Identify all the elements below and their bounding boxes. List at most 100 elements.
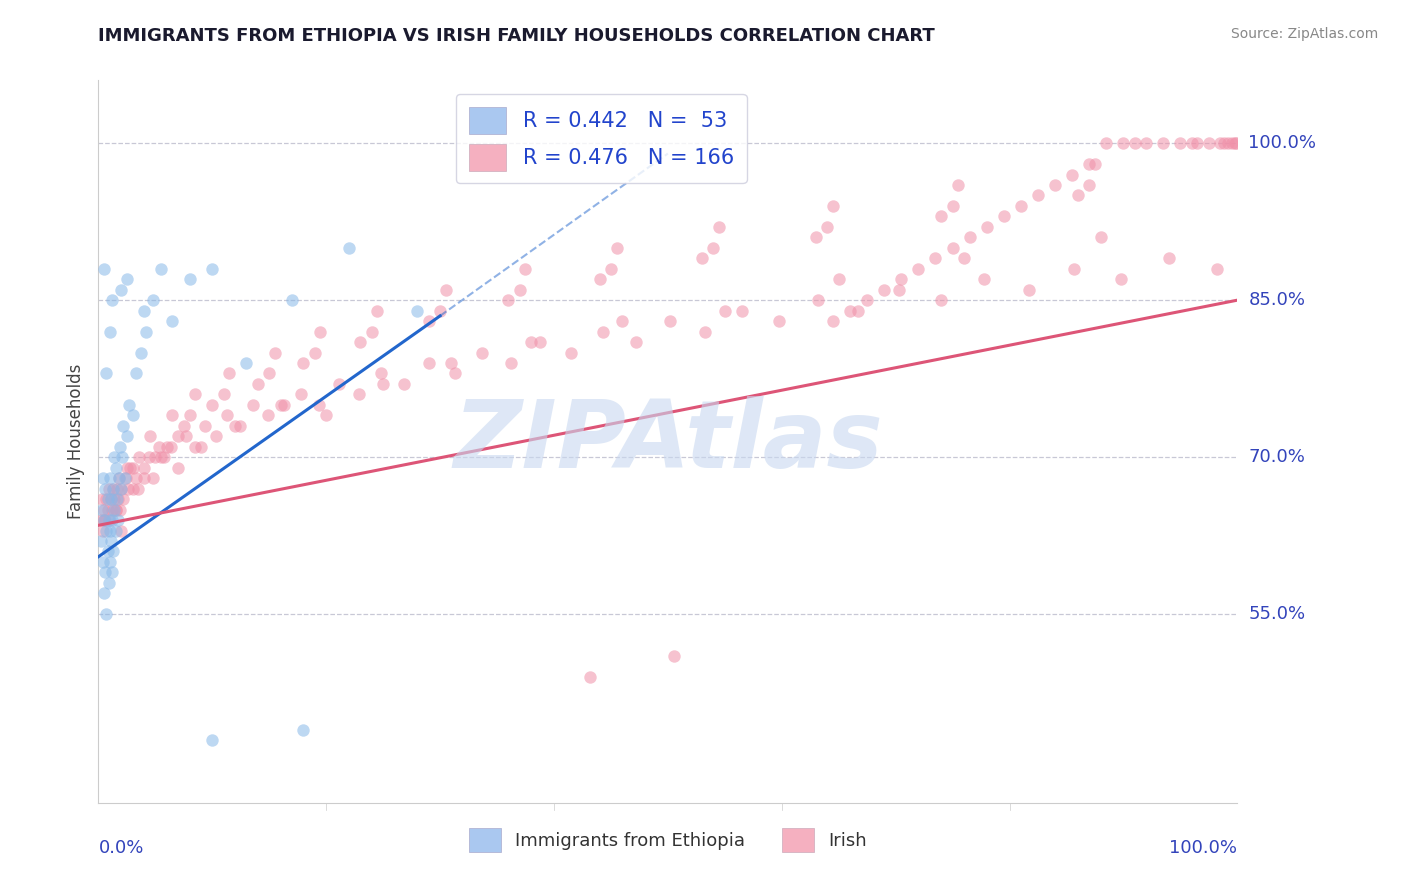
Point (1152, 136, 1174, 150)
Point (98, 471, 121, 485)
Point (135, 325, 157, 339)
Point (100, 534, 122, 549)
Point (115, 429, 138, 443)
Point (217, 409, 239, 423)
Point (1026, 188, 1049, 202)
Point (509, 283, 531, 297)
Point (204, 429, 226, 443)
Point (142, 293, 165, 308)
Point (96, 492, 118, 507)
Point (150, 450, 173, 465)
Point (600, 261, 623, 276)
Point (93, 513, 115, 527)
Point (201, 733, 224, 747)
Point (1043, 178, 1066, 192)
Point (111, 450, 134, 465)
Point (1112, 136, 1135, 150)
Point (201, 261, 224, 276)
Point (90, 513, 112, 527)
Point (114, 471, 136, 485)
Point (1218, 136, 1240, 150)
Point (828, 272, 851, 286)
Point (103, 502, 125, 516)
Point (856, 293, 879, 308)
Text: ZIPAtlas: ZIPAtlas (453, 395, 883, 488)
Point (821, 199, 844, 213)
Point (173, 418, 195, 433)
Point (101, 293, 124, 308)
Text: 55.0%: 55.0% (1249, 606, 1306, 624)
Point (392, 376, 415, 391)
Point (292, 356, 315, 370)
Point (105, 482, 128, 496)
Point (104, 460, 127, 475)
Point (1157, 252, 1180, 266)
Point (929, 293, 952, 308)
Point (101, 566, 124, 580)
Point (1170, 136, 1192, 150)
Point (1135, 136, 1157, 150)
Point (110, 482, 132, 496)
Point (162, 409, 184, 423)
Point (406, 303, 429, 318)
Text: 100.0%: 100.0% (1249, 134, 1316, 153)
Point (839, 303, 862, 318)
Point (115, 272, 138, 286)
Point (1018, 283, 1040, 297)
Point (659, 314, 682, 328)
Point (148, 440, 170, 454)
Point (104, 502, 127, 516)
Point (349, 334, 371, 349)
Point (592, 325, 614, 339)
Point (498, 293, 520, 308)
Point (959, 230, 981, 244)
Point (273, 398, 295, 412)
Point (160, 440, 183, 454)
Point (98, 524, 121, 538)
Point (315, 409, 337, 423)
Point (228, 418, 250, 433)
Point (201, 398, 224, 412)
Point (924, 252, 946, 266)
Point (93, 261, 115, 276)
Point (440, 356, 463, 370)
Point (174, 429, 197, 443)
Point (257, 409, 280, 423)
Point (707, 219, 730, 234)
Point (93, 502, 115, 516)
Point (612, 314, 634, 328)
Point (702, 241, 724, 255)
Point (104, 524, 127, 538)
Point (167, 460, 190, 475)
Point (132, 471, 155, 485)
Point (110, 482, 132, 496)
Point (98, 325, 121, 339)
Point (127, 482, 149, 496)
Text: 70.0%: 70.0% (1249, 449, 1305, 467)
Point (290, 387, 312, 401)
Point (218, 367, 240, 381)
Point (328, 376, 350, 391)
Point (110, 283, 132, 297)
Point (347, 387, 370, 401)
Point (184, 387, 207, 401)
Point (471, 345, 494, 359)
Point (103, 482, 125, 496)
Point (94, 513, 117, 527)
Point (118, 398, 141, 412)
Point (93, 586, 115, 600)
Point (112, 492, 135, 507)
Point (1220, 136, 1243, 150)
Point (246, 376, 269, 391)
Point (96, 607, 118, 622)
Point (270, 398, 292, 412)
Point (100, 492, 122, 507)
Point (1063, 261, 1085, 276)
Point (560, 345, 582, 359)
Point (873, 283, 896, 297)
Point (121, 409, 143, 423)
Point (108, 440, 131, 454)
Point (132, 460, 155, 475)
Point (184, 440, 207, 454)
Point (91, 555, 114, 569)
